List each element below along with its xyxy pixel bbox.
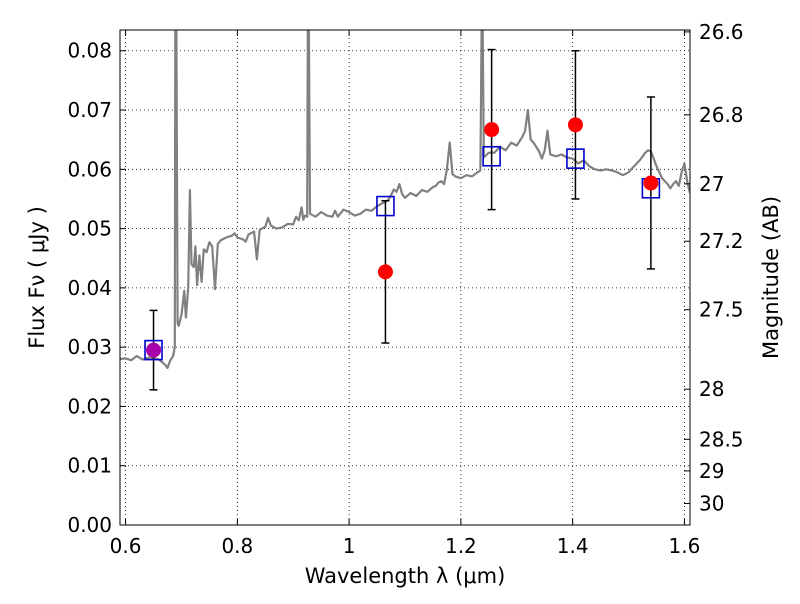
y-tick-label: 0.07	[67, 98, 112, 122]
y-tick-label: 0.05	[67, 217, 112, 241]
y-tick-label: 0.03	[67, 335, 112, 359]
y-tick-label: 0.04	[67, 276, 112, 300]
x-tick-label: 1.6	[669, 534, 701, 558]
observed-point	[146, 342, 162, 358]
x-axis-title: Wavelength λ (μm)	[305, 564, 506, 588]
right-axis-ticks: 26.6 26.8 27 27.2 27.5 28 28.5 29 30	[684, 20, 744, 515]
x-tick-label: 1.4	[557, 534, 589, 558]
observed-point	[377, 264, 393, 280]
right-tick-label: 26.8	[699, 103, 744, 127]
observed-point	[643, 175, 659, 191]
x-tick-label: 0.8	[221, 534, 253, 558]
y-axis-title: Flux Fν ( μJy )	[25, 206, 49, 349]
right-tick-label: 26.6	[699, 20, 744, 44]
model-point	[566, 148, 585, 169]
right-tick-label: 29	[699, 459, 724, 483]
model-point	[376, 195, 395, 217]
right-tick-label: 27.5	[699, 298, 744, 322]
observed-point	[567, 117, 583, 133]
model-point	[482, 145, 501, 167]
x-tick-label: 1.2	[445, 534, 477, 558]
model-point	[144, 339, 163, 361]
observed-point	[484, 122, 500, 138]
right-tick-label: 30	[699, 491, 724, 515]
x-tick-label: 0.6	[110, 534, 142, 558]
right-axis-title: Magnitude (AB)	[759, 196, 783, 359]
y-tick-label: 0.01	[67, 454, 112, 478]
plot-frame	[119, 29, 691, 526]
spectrum-series	[120, 30, 690, 369]
x-tick-label: 1	[343, 534, 356, 558]
right-tick-label: 27.2	[699, 229, 744, 253]
spectrum-line	[120, 30, 690, 369]
right-tick-label: 28	[699, 377, 724, 401]
right-tick-label: 27	[699, 172, 724, 196]
observed-series	[146, 117, 659, 358]
model-series	[144, 145, 661, 361]
errorbar-series	[149, 48, 655, 391]
y-tick-label: 0.06	[67, 157, 112, 181]
y-axis-ticks: 0.00 0.01 0.02 0.03 0.04 0.05 0.06 0.07 0.08	[67, 39, 126, 537]
y-tick-label: 0.08	[67, 39, 112, 63]
x-axis-ticks: 0.6 0.8 1 1.2 1.4 1.6	[110, 30, 701, 558]
right-tick-label: 28.5	[699, 427, 744, 451]
y-tick-label: 0.00	[67, 513, 112, 537]
grid	[120, 30, 690, 526]
y-tick-label: 0.02	[67, 394, 112, 418]
